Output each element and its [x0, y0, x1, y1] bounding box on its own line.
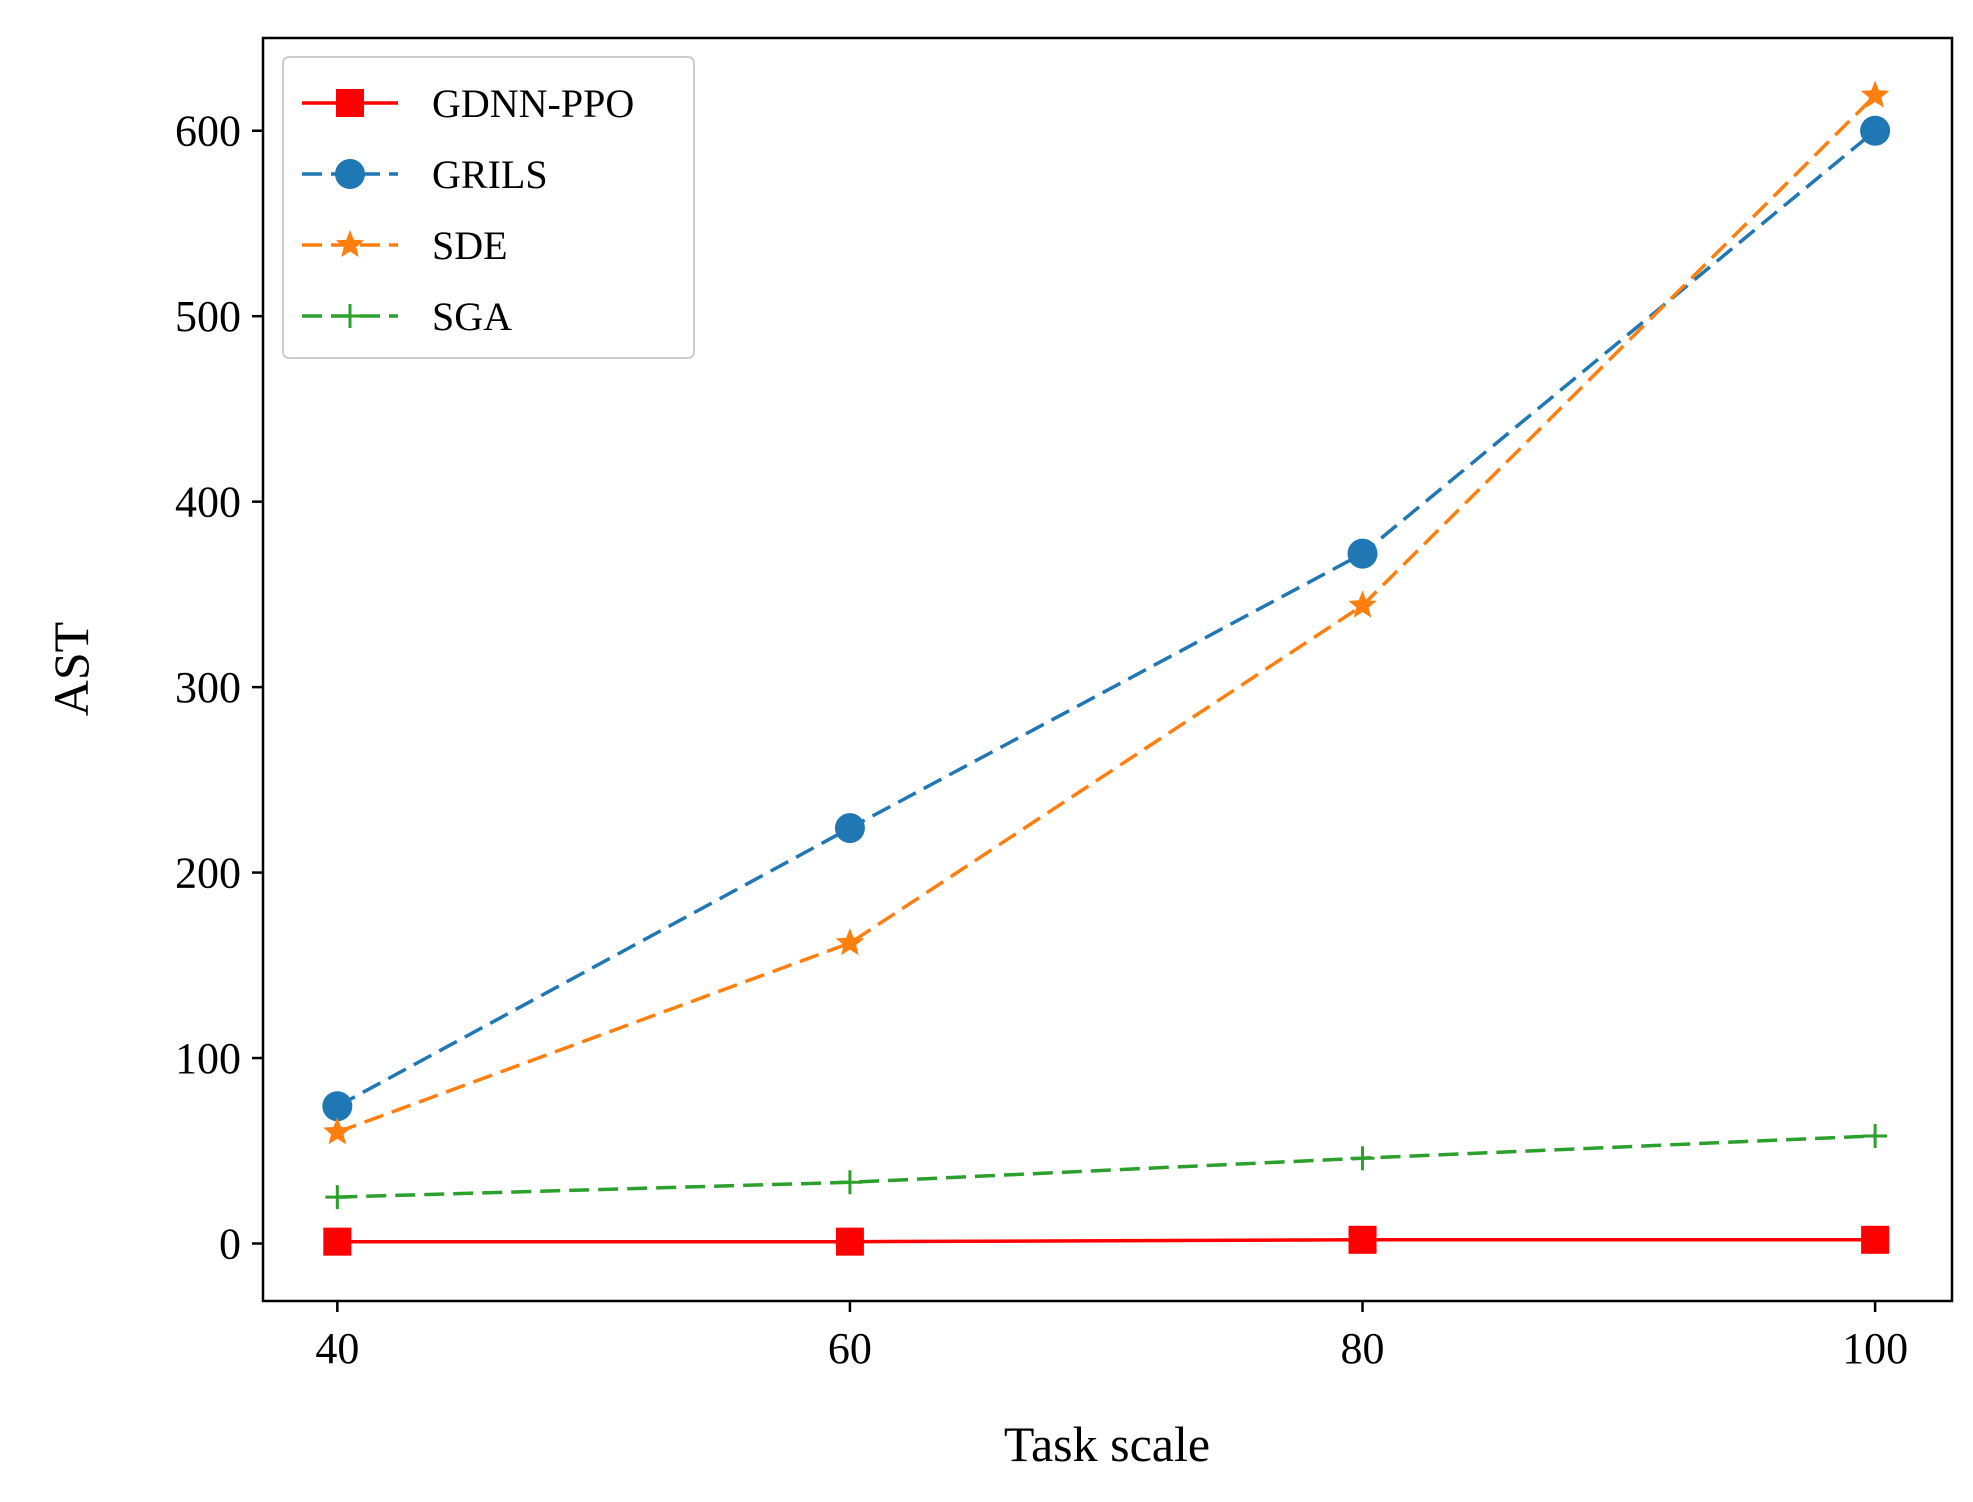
y-tick-label: 0 [219, 1220, 241, 1269]
legend-box [282, 56, 695, 359]
series-line-gdnn-ppo [337, 1238, 1876, 1244]
data-point-sga [325, 1185, 350, 1210]
data-point-sga [1863, 1123, 1888, 1148]
data-point-gdnn-ppo [323, 1227, 352, 1256]
series-sde [323, 80, 1890, 1145]
y-tick-label: 400 [175, 478, 241, 527]
data-point-sde [323, 1117, 352, 1145]
data-point-grils [834, 813, 865, 844]
legend-marker-sga [338, 304, 362, 328]
x-tick-label: 60 [828, 1324, 872, 1373]
y-tick-label: 100 [175, 1034, 241, 1083]
legend: GDNN-PPO GRILS SDE SGA [282, 56, 695, 359]
legend-label-gdnn-ppo: GDNN-PPO [432, 81, 634, 126]
series-gdnn-ppo [323, 1225, 1890, 1256]
data-point-gdnn-ppo [835, 1227, 864, 1256]
data-point-gdnn-ppo [1861, 1225, 1890, 1254]
x-tick-label: 100 [1842, 1324, 1908, 1373]
series-sga [325, 1123, 1888, 1210]
data-point-sde [1348, 590, 1377, 618]
legend-label-sga: SGA [432, 294, 512, 339]
y-tick-label: 300 [175, 663, 241, 712]
series-grils [322, 115, 1891, 1122]
legend-label-grils: GRILS [432, 152, 548, 197]
legend-marker-gdnn-ppo [336, 89, 364, 117]
legend-marker-sde [335, 230, 365, 258]
data-point-grils [322, 1091, 353, 1122]
data-point-sde [1860, 80, 1890, 108]
legend-marker-grils [335, 159, 365, 189]
series-line-sga [337, 1134, 1876, 1199]
data-point-grils [1347, 538, 1378, 569]
y-tick-label: 200 [175, 849, 241, 898]
data-point-sga [1350, 1146, 1375, 1171]
axis-ticks: 0 100 200 300 400 500 600 40 60 80 100 [175, 107, 1908, 1373]
series-line-grils [336, 129, 1877, 1108]
data-point-gdnn-ppo [1348, 1225, 1377, 1254]
series-line-sde [336, 94, 1877, 1134]
data-point-sga [837, 1170, 862, 1195]
legend-label-sde: SDE [432, 223, 508, 268]
y-tick-label: 600 [175, 107, 241, 156]
x-tick-label: 80 [1341, 1324, 1385, 1373]
y-axis-label: AST [43, 622, 99, 716]
data-point-sde [835, 928, 865, 956]
y-tick-label: 500 [175, 292, 241, 341]
data-point-grils [1860, 115, 1891, 146]
x-tick-label: 40 [315, 1324, 359, 1373]
x-axis-label: Task scale [1004, 1416, 1210, 1472]
series-lines [322, 80, 1891, 1256]
